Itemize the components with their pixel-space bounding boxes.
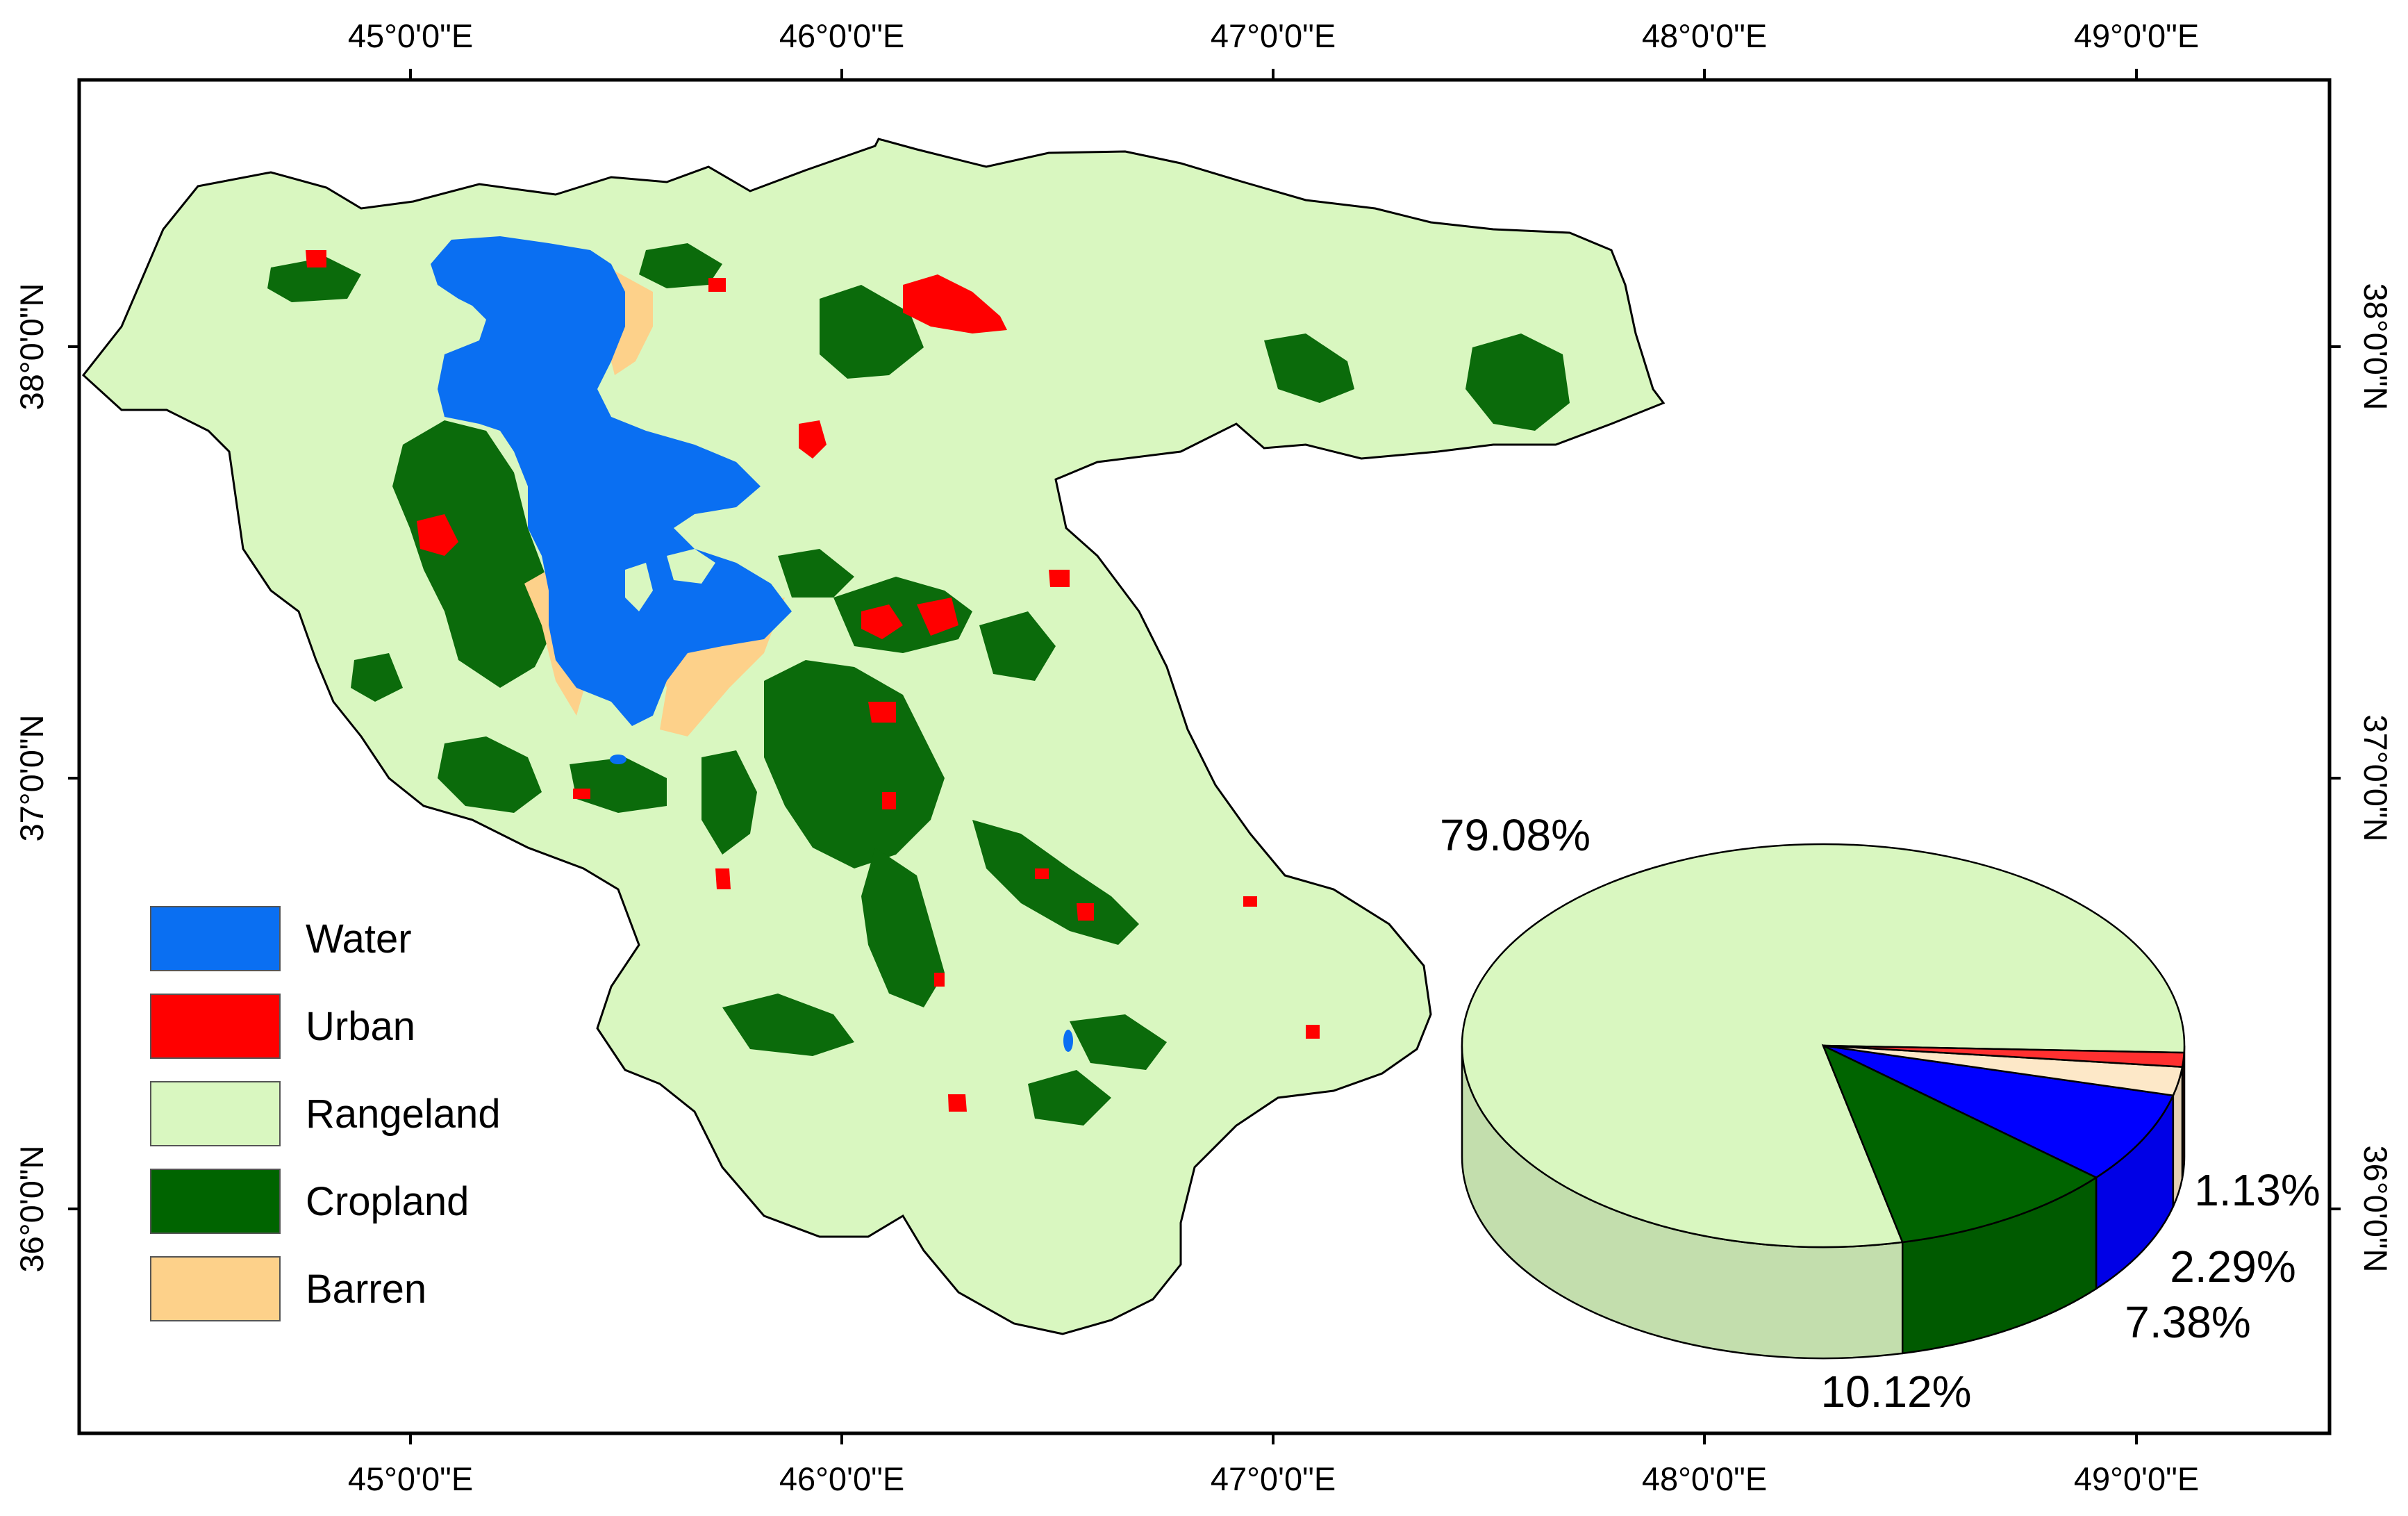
lat-label-left-1: 37°0'0"N	[13, 715, 50, 842]
legend-swatch-water	[150, 906, 281, 971]
lon-label-top-2: 47°0'0"E	[1211, 17, 1336, 54]
lake-water	[431, 236, 792, 726]
legend: Water Urban Rangeland Cropland Barren	[150, 895, 539, 1333]
legend-item-water: Water	[150, 895, 539, 982]
pie-slice-urban	[1822, 1044, 2186, 1068]
pie-label-water: 7.38%	[2125, 1297, 2250, 1347]
legend-label-water: Water	[306, 916, 412, 962]
cropland-patches	[267, 243, 1570, 1126]
lake-island	[667, 549, 715, 584]
latitude-labels-left: 38°0'0"N 37°0'0"N 36°0'0"N	[13, 283, 50, 1273]
legend-item-cropland: Cropland	[150, 1157, 539, 1245]
water-spot	[610, 755, 626, 764]
lon-label-top-1: 46°0'0"E	[779, 17, 904, 54]
pie-side-urban	[2181, 1053, 2185, 1178]
pie-slice-cropland	[1821, 1044, 2098, 1244]
lon-label-bottom-4: 49°0'0"E	[2074, 1460, 2199, 1497]
lon-label-bottom-1: 46°0'0"E	[779, 1460, 904, 1497]
legend-swatch-rangeland	[150, 1081, 281, 1146]
lon-label-top-4: 49°0'0"E	[2074, 17, 2199, 54]
latitude-labels-right: 38°0'0"N 37°0'0"N 36°0'0"N	[2357, 283, 2394, 1273]
lat-label-right-0: 38°0'0"N	[2357, 283, 2394, 411]
legend-label-barren: Barren	[306, 1266, 427, 1312]
legend-swatch-urban	[150, 994, 281, 1059]
lon-label-bottom-0: 45°0'0"E	[348, 1460, 473, 1497]
longitude-labels-top: 45°0'0"E 46°0'0"E 47°0'0"E 48°0'0"E 49°0…	[348, 17, 2199, 54]
longitude-labels-bottom: 45°0'0"E 46°0'0"E 47°0'0"E 48°0'0"E 49°0…	[348, 1460, 2199, 1497]
landuse-pie-chart: 79.08% 10.12% 7.38%2.29% 1.13%	[1440, 810, 2320, 1417]
longitude-ticks	[409, 69, 2138, 1444]
legend-swatch-barren	[150, 1256, 281, 1321]
lake-island-2	[625, 563, 653, 611]
legend-swatch-cropland	[150, 1169, 281, 1234]
lon-label-bottom-2: 47°0'0"E	[1211, 1460, 1336, 1497]
urban-areas	[306, 250, 1320, 1112]
legend-item-rangeland: Rangeland	[150, 1070, 539, 1157]
lat-label-left-2: 36°0'0"N	[13, 1146, 50, 1273]
legend-item-barren: Barren	[150, 1245, 539, 1333]
legend-label-cropland: Cropland	[306, 1178, 470, 1224]
pie-side-walls	[1461, 1045, 2186, 1360]
pie-label-cropland: 10.12%	[1820, 1367, 1971, 1417]
lat-label-right-1: 37°0'0"N	[2357, 715, 2394, 842]
lat-label-left-0: 38°0'0"N	[13, 283, 50, 411]
latitude-ticks	[68, 345, 2341, 1210]
pie-percent-labels: 79.08% 10.12% 7.38%2.29% 1.13%	[1440, 810, 2320, 1417]
lon-label-top-3: 48°0'0"E	[1642, 17, 1767, 54]
pie-slice-water	[1822, 1044, 2175, 1179]
pie-top-faces	[1461, 843, 2186, 1249]
lon-label-bottom-3: 48°0'0"E	[1642, 1460, 1767, 1497]
legend-label-urban: Urban	[306, 1003, 415, 1049]
lon-label-top-0: 45°0'0"E	[348, 17, 473, 54]
legend-item-urban: Urban	[150, 982, 539, 1070]
pie-label-urban: 1.13%	[2194, 1165, 2320, 1215]
lat-label-right-2: 36°0'0"N	[2357, 1146, 2394, 1273]
legend-label-rangeland: Rangeland	[306, 1091, 501, 1137]
pie-label-rangeland: 79.08%	[1440, 810, 1591, 860]
pie-label-barren: 2.29%	[2170, 1242, 2295, 1292]
water-spot-2	[1063, 1030, 1073, 1052]
